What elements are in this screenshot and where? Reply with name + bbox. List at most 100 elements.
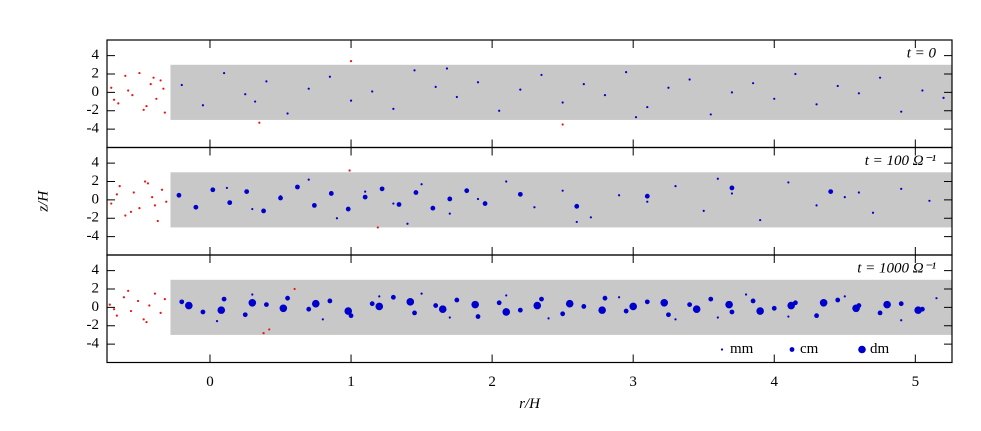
point	[145, 320, 148, 324]
point	[142, 108, 145, 111]
point	[222, 71, 226, 75]
point	[152, 76, 155, 79]
point	[138, 71, 141, 75]
point	[629, 302, 637, 311]
point	[517, 307, 523, 313]
point	[575, 220, 578, 224]
point	[180, 83, 183, 87]
panel-label: t = 100 Ω⁻¹	[865, 153, 937, 169]
point	[448, 316, 451, 319]
point	[375, 302, 384, 311]
point	[115, 193, 118, 196]
point	[434, 85, 437, 88]
point	[751, 82, 755, 85]
point	[852, 304, 860, 313]
point	[878, 76, 882, 79]
y-tick-label: 2	[92, 280, 100, 296]
point	[773, 97, 776, 100]
point	[898, 301, 904, 307]
y-tick-label: 4	[92, 47, 100, 63]
point	[110, 86, 113, 89]
point	[217, 306, 226, 314]
point	[725, 300, 733, 309]
point	[227, 200, 233, 206]
point	[498, 109, 501, 112]
point	[371, 90, 374, 93]
point	[716, 316, 719, 319]
point	[519, 88, 522, 91]
y-tick-label: 0	[92, 191, 100, 207]
point	[547, 317, 550, 320]
point	[136, 299, 140, 303]
y-tick-label: 4	[92, 262, 100, 278]
point	[146, 182, 150, 185]
point	[935, 297, 938, 300]
point	[517, 191, 523, 197]
point	[279, 304, 288, 313]
point	[151, 196, 154, 199]
point	[623, 308, 629, 314]
point	[420, 183, 423, 186]
x-tick-label: 4	[771, 374, 779, 390]
point	[185, 301, 193, 310]
point	[215, 320, 219, 323]
panel-label: t = 0	[907, 45, 937, 61]
point	[124, 74, 127, 77]
point	[127, 89, 130, 92]
point	[666, 312, 671, 318]
legend-label: dm	[870, 341, 890, 357]
point	[900, 110, 903, 113]
point	[430, 205, 436, 211]
y-tick-label: -2	[87, 102, 100, 118]
point	[787, 181, 790, 184]
point	[814, 313, 819, 319]
point	[533, 206, 536, 209]
y-tick-label: 2	[92, 65, 100, 81]
point	[293, 287, 296, 291]
point	[307, 87, 310, 90]
y-tick-label: -4	[87, 121, 100, 137]
y-tick-label: -2	[87, 317, 100, 333]
point	[787, 301, 795, 310]
point	[143, 180, 147, 183]
point	[165, 200, 168, 203]
point	[160, 188, 164, 191]
point	[335, 217, 339, 220]
point	[540, 73, 543, 77]
legend-label: cm	[800, 341, 819, 357]
point	[362, 194, 368, 200]
point	[261, 208, 266, 214]
point	[644, 299, 650, 305]
point	[378, 295, 381, 298]
point	[674, 184, 677, 188]
shaded-region	[170, 279, 952, 335]
point	[112, 308, 116, 311]
point	[258, 121, 261, 124]
point	[815, 204, 818, 207]
y-tick-label: 2	[92, 173, 100, 189]
point	[900, 319, 903, 322]
point	[476, 197, 480, 201]
point	[729, 185, 735, 191]
point	[153, 292, 157, 295]
point	[286, 112, 289, 115]
point	[561, 189, 564, 192]
point	[900, 187, 903, 190]
point	[433, 303, 439, 308]
point	[163, 298, 166, 301]
point	[307, 178, 310, 181]
point	[112, 98, 116, 101]
point	[138, 207, 141, 210]
point	[561, 123, 564, 126]
point	[505, 180, 508, 183]
point	[321, 318, 324, 321]
point	[942, 96, 945, 99]
point	[716, 177, 719, 180]
y-tick-label: -4	[87, 336, 100, 352]
point	[413, 69, 416, 72]
point	[369, 301, 375, 307]
legend-marker	[720, 348, 724, 351]
point	[248, 298, 257, 307]
point	[857, 92, 860, 95]
